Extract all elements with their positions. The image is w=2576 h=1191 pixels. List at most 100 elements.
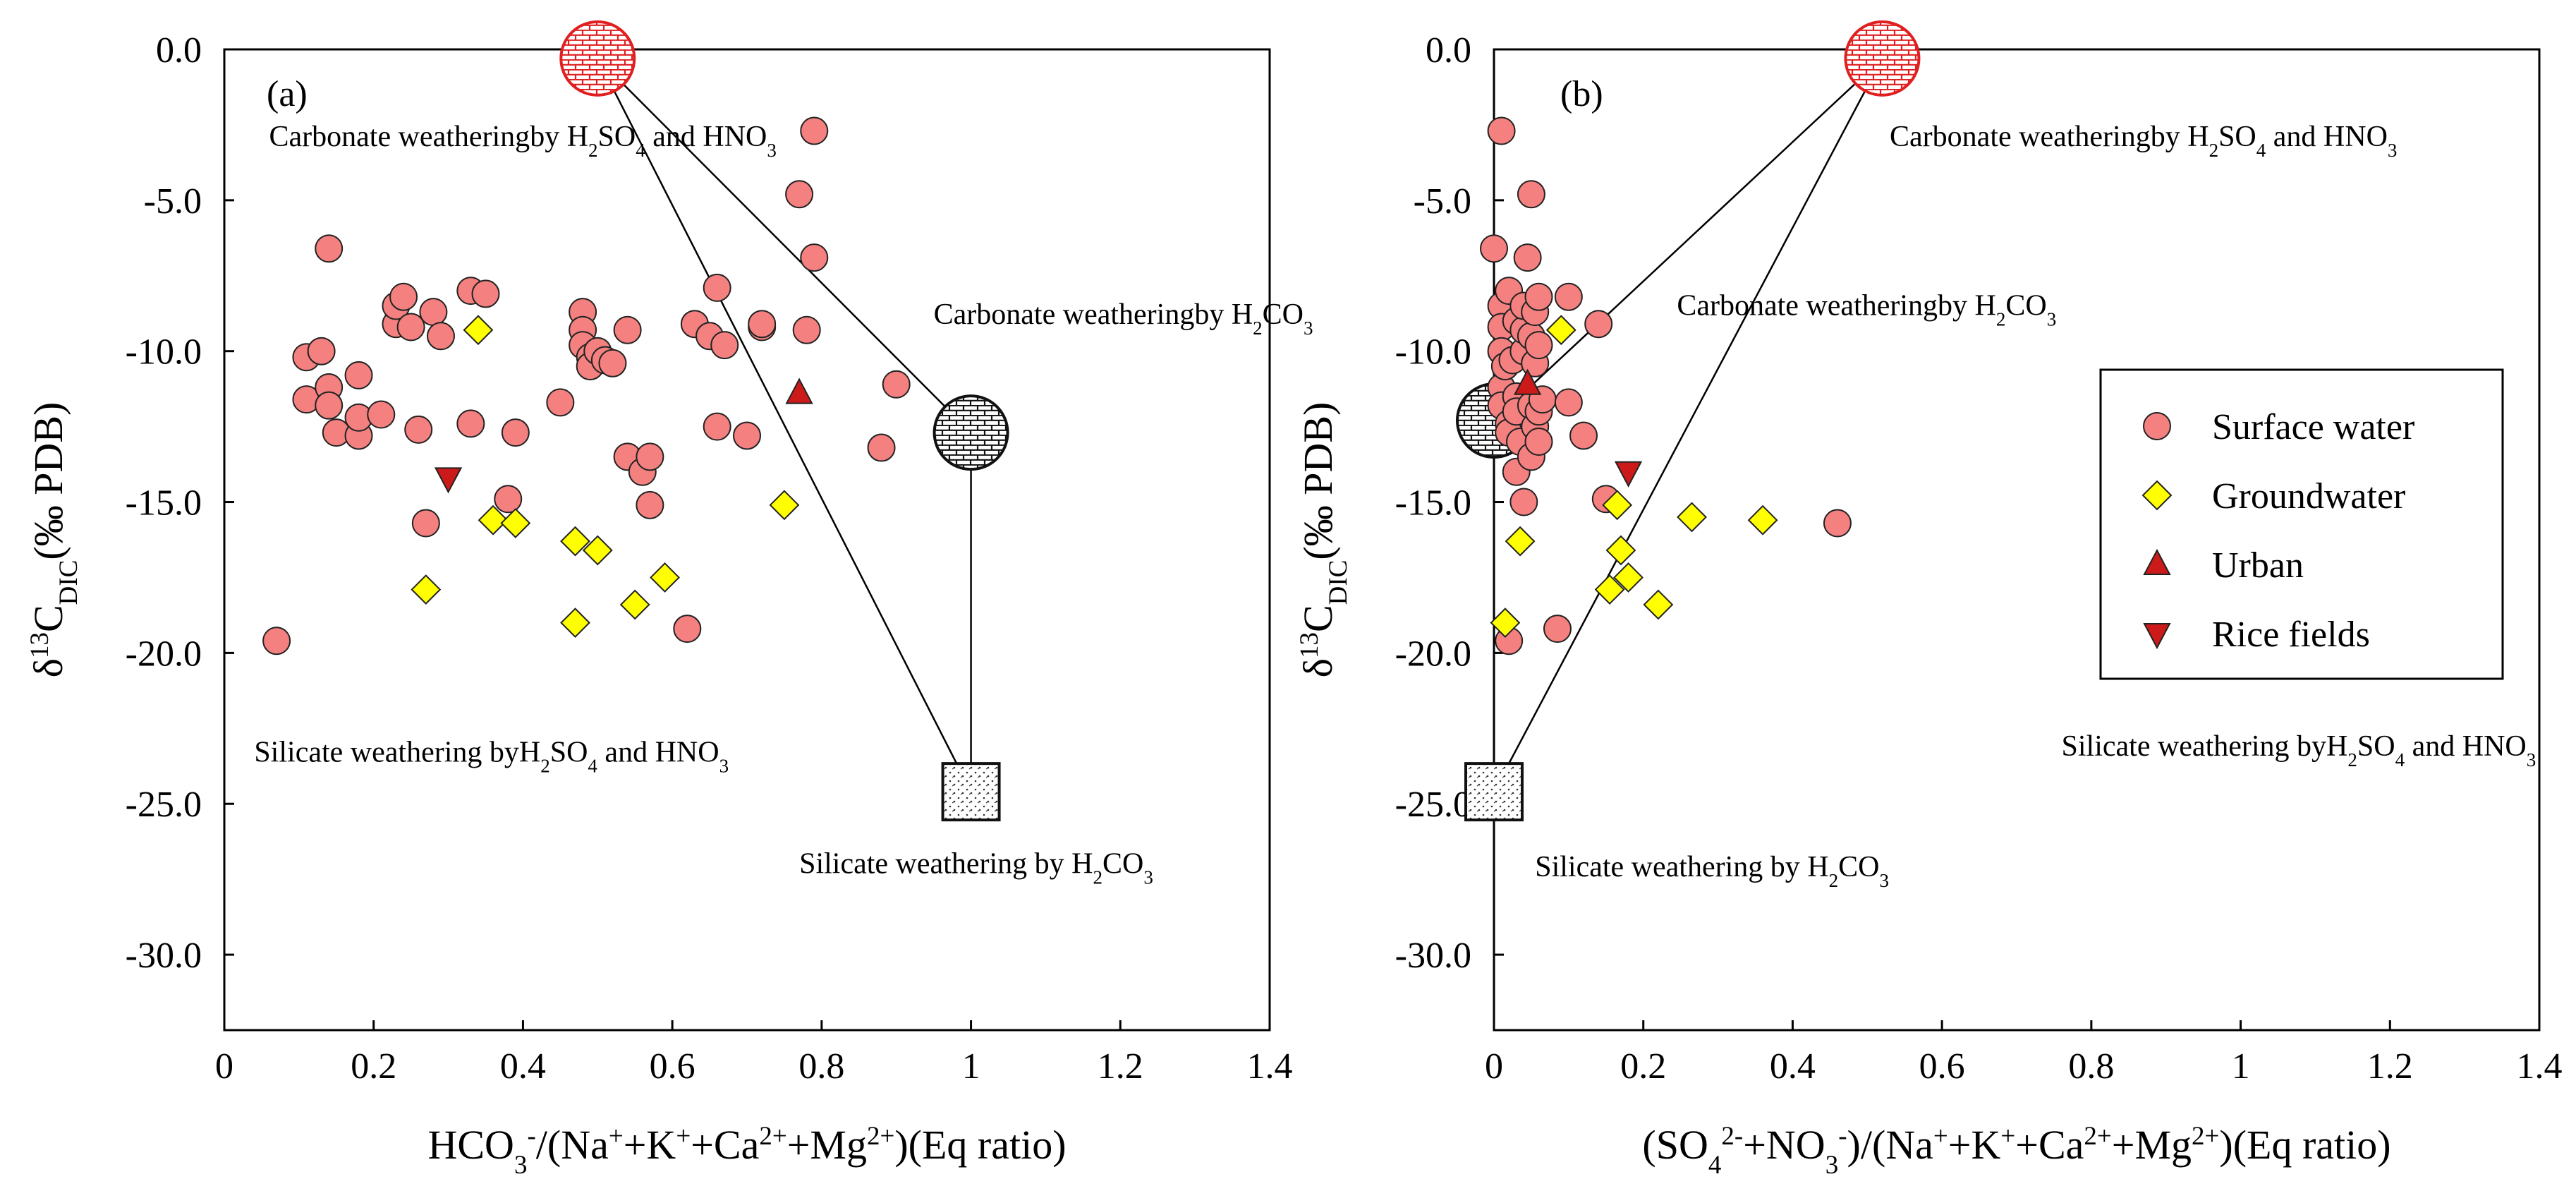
data-point (1524, 428, 1553, 456)
data-point (315, 391, 344, 420)
data-point (411, 509, 440, 538)
data-point (1505, 526, 1536, 557)
data-point (1643, 589, 1674, 620)
mixing-lines-a (597, 57, 972, 792)
data-point (494, 485, 523, 514)
region-annotation: Carbonate weatheringby H2SO4 and HNO3 (1890, 121, 2397, 161)
x-axis-title-b: (SO42-+NO3-)/(Na++K++Ca2++Mg2+)(Eq ratio… (1642, 1122, 2390, 1180)
data-point (613, 315, 642, 344)
data-point (800, 243, 829, 272)
data-point (404, 415, 433, 444)
legend: Surface water Groundwater Urban Rice fields (2099, 368, 2504, 680)
y-tick-label: 0.0 (1426, 30, 1471, 71)
x-tick-label: 0.2 (351, 1046, 396, 1087)
data-point (315, 234, 344, 263)
x-tick-label: 1.4 (1247, 1046, 1293, 1087)
x-tick-label: 0.8 (2068, 1046, 2114, 1087)
data-point (500, 508, 531, 538)
data-point (471, 279, 500, 308)
data-point (560, 526, 590, 557)
x-tick-label: 0.2 (1620, 1046, 1666, 1087)
endmember-carbonate-sulfuric (559, 20, 636, 97)
data-point (1513, 368, 1542, 395)
data-point (1605, 535, 1636, 566)
x-tick-label: 1.2 (2367, 1046, 2413, 1087)
data-point (1524, 331, 1553, 360)
legend-label: Surface water (2212, 407, 2414, 447)
axes-b: 0 0.2 0.4 0.6 0.8 1 1.2 1.4 0.0 -5.0 -10.0 -15.0 -20… (1395, 30, 2563, 1087)
data-point (867, 433, 896, 462)
legend-marker (2143, 623, 2171, 650)
data-point (1487, 116, 1516, 145)
legend-marker (2143, 412, 2171, 440)
data-point (1490, 607, 1521, 639)
x-tick-label: 0.6 (650, 1046, 695, 1087)
data-point (1545, 315, 1576, 346)
data-point (785, 377, 813, 404)
plot-area-b (1493, 48, 2541, 1032)
data-point (1569, 421, 1598, 450)
series-rice-fields (1614, 461, 1643, 488)
series-surface-water (1480, 116, 1852, 655)
y-tick-label: -5.0 (144, 181, 202, 222)
data-point (882, 370, 911, 399)
data-point (434, 467, 463, 494)
points-b (1480, 116, 1852, 655)
y-tick-label: -10.0 (1395, 332, 1471, 373)
data-point (748, 310, 777, 339)
x-axis-title-a: HCO3-/(Na++K++Ca2++Mg2+)(Eq ratio) (427, 1122, 1066, 1180)
series-groundwater (411, 315, 800, 639)
x-tick-label: 0.4 (1770, 1046, 1816, 1087)
x-tick-label: 0 (215, 1046, 233, 1087)
y-tick-label: -30.0 (1395, 936, 1471, 976)
region-annotation: Silicate weathering by H2CO3 (1535, 851, 1889, 891)
legend-marker (2141, 480, 2173, 511)
data-point (501, 418, 530, 447)
data-point (636, 490, 664, 519)
series-surface-water (262, 116, 911, 655)
data-point (1823, 509, 1852, 538)
data-point (650, 562, 680, 593)
panel-b: 0 0.2 0.4 0.6 0.8 1 1.2 1.4 0.0 -5.0 -10.0 -15.0 -20… (1295, 20, 2563, 1180)
endmember-silicate-carbonic (1464, 762, 1524, 822)
legend-label: Urban (2212, 545, 2304, 586)
panel-a: 0 0.2 0.4 0.6 0.8 1 1.2 1.4 0.0 -5.0 -10.0 -15.0 -20… (25, 20, 1313, 1180)
data-point (733, 421, 761, 450)
data-point (1554, 388, 1583, 417)
endmember-carbonate-sulfuric (1844, 20, 1921, 97)
data-point (792, 315, 821, 344)
data-point (344, 361, 373, 389)
data-point (636, 442, 664, 471)
y-tick-label: -30.0 (126, 936, 202, 976)
mixing-line (597, 58, 972, 792)
data-point (1480, 234, 1508, 263)
legend-label: Rice fields (2212, 615, 2370, 655)
data-point (1543, 615, 1572, 643)
mixing-line (597, 57, 972, 434)
mixing-line (1493, 58, 1883, 792)
y-tick-label: -15.0 (1395, 483, 1471, 524)
region-annotation: Silicate weathering byH2SO4 and HNO3 (2062, 730, 2536, 770)
data-point (1584, 310, 1613, 339)
data-point (546, 388, 575, 417)
data-point (598, 349, 627, 377)
legend-marker (2143, 548, 2171, 575)
x-tick-label: 1.4 (2517, 1046, 2563, 1087)
endmember-silicate-carbonic (941, 762, 1001, 822)
x-tick-label: 1.2 (1098, 1046, 1143, 1087)
endmember-carbonate-carbonic (932, 394, 1009, 471)
y-tick-label: -20.0 (1395, 634, 1471, 674)
plot-area-a (223, 48, 1271, 1032)
data-point (426, 322, 455, 351)
data-point (673, 615, 702, 643)
data-point (1554, 282, 1583, 311)
data-point (800, 116, 829, 145)
data-point (1524, 282, 1553, 311)
y-tick-label: -25.0 (126, 785, 202, 825)
annotations-a: Carbonate weatheringby H2SO4 and HNO3 Car… (254, 121, 1313, 888)
y-tick-label: -10.0 (126, 332, 202, 373)
data-point (560, 607, 590, 639)
data-point (1747, 504, 1778, 536)
region-annotation: Silicate weathering byH2SO4 and HNO3 (254, 736, 729, 776)
data-point (1677, 502, 1707, 533)
